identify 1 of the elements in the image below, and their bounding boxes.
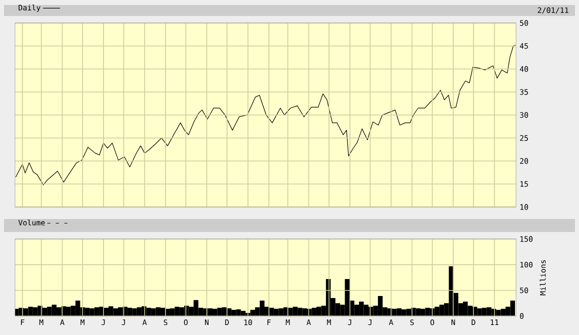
line-series <box>15 44 516 186</box>
